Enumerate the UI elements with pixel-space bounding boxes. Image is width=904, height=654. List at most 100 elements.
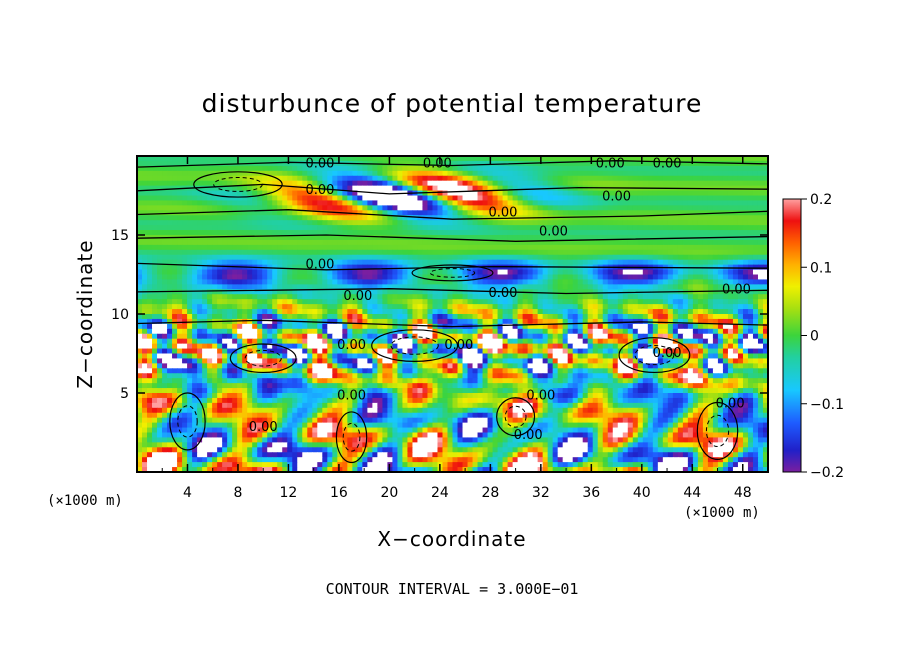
heatmap-cell (322, 289, 328, 295)
heatmap-cell (162, 195, 168, 202)
heatmap-cell (207, 225, 213, 231)
heatmap-cell (157, 309, 163, 315)
heatmap-cell (532, 205, 539, 211)
heatmap-cell (582, 279, 589, 285)
heatmap-cell (212, 279, 218, 285)
heatmap-cell (372, 254, 378, 261)
heatmap-cell (212, 289, 218, 295)
heatmap-cell (432, 284, 439, 290)
heatmap-cell (167, 314, 173, 320)
heatmap-cell (742, 318, 749, 325)
heatmap-cell (367, 185, 373, 192)
heatmap-cell (527, 249, 534, 256)
heatmap-cell (307, 249, 313, 256)
heatmap-cell (287, 348, 293, 355)
heatmap-cell (462, 309, 469, 315)
heatmap-cell (222, 249, 228, 256)
heatmap-cell (227, 254, 233, 261)
heatmap-cell (407, 314, 414, 320)
heatmap-cell (467, 160, 474, 167)
heatmap-cell (222, 269, 228, 276)
heatmap-cell (472, 348, 479, 355)
heatmap-cell (257, 215, 263, 221)
heatmap-cell (307, 160, 313, 167)
heatmap-cell (512, 284, 519, 290)
heatmap-cell (672, 225, 679, 231)
heatmap-cell (372, 244, 378, 251)
heatmap-cell (207, 314, 213, 320)
heatmap-cell (487, 185, 494, 192)
heatmap-cell (257, 328, 263, 335)
heatmap-cell (597, 215, 604, 221)
heatmap-cell (757, 210, 764, 216)
heatmap-cell (242, 195, 248, 202)
heatmap-cell (757, 294, 764, 300)
heatmap-cell (212, 323, 218, 330)
heatmap-cell (407, 175, 414, 182)
heatmap-cell (432, 180, 439, 187)
heatmap-cell (402, 210, 409, 216)
heatmap-cell (322, 180, 328, 187)
heatmap-cell (397, 160, 404, 167)
heatmap-cell (642, 215, 649, 221)
heatmap-cell (637, 239, 644, 246)
heatmap-cell (237, 299, 243, 305)
heatmap-cell (732, 200, 739, 206)
heatmap-cell (337, 274, 343, 281)
heatmap-cell (737, 220, 744, 226)
heatmap-cell (422, 225, 429, 231)
heatmap-cell (607, 175, 614, 182)
heatmap-cell (412, 274, 419, 281)
heatmap-cell (522, 235, 529, 241)
heatmap-cell (197, 284, 203, 290)
heatmap-cell (547, 318, 554, 325)
heatmap-cell (407, 200, 414, 206)
heatmap-cell (542, 200, 549, 206)
heatmap-cell (372, 318, 378, 325)
heatmap-cell (362, 244, 368, 251)
heatmap-cell (522, 314, 529, 320)
heatmap-cell (347, 304, 353, 310)
heatmap-cell (697, 314, 704, 320)
heatmap-cell (592, 180, 599, 187)
heatmap-cell (512, 185, 519, 192)
heatmap-cell (347, 284, 353, 290)
heatmap-cell (592, 220, 599, 226)
heatmap-cell (622, 160, 629, 167)
heatmap-cell (737, 195, 744, 202)
heatmap-cell (187, 215, 193, 221)
heatmap-cell (282, 175, 288, 182)
heatmap-cell (152, 205, 158, 211)
heatmap-cell (642, 343, 649, 350)
heatmap-cell (672, 244, 679, 251)
heatmap-cell (717, 205, 724, 211)
heatmap-cell (207, 338, 213, 345)
heatmap-cell (192, 170, 198, 177)
heatmap-cell (422, 254, 429, 261)
heatmap-cell (167, 190, 173, 197)
heatmap-cell (742, 338, 749, 345)
heatmap-cell (317, 195, 323, 202)
heatmap-cell (297, 185, 303, 192)
heatmap-cell (677, 304, 684, 310)
heatmap-cell (677, 309, 684, 315)
heatmap-cell (582, 328, 589, 335)
heatmap-cell (282, 244, 288, 251)
heatmap-cell (287, 239, 293, 246)
heatmap-cell (617, 239, 624, 246)
heatmap-cell (372, 165, 378, 172)
heatmap-cell (202, 348, 208, 355)
heatmap-cell (672, 304, 679, 310)
heatmap-cell (372, 274, 378, 281)
heatmap-cell (197, 230, 203, 236)
heatmap-cell (377, 195, 383, 202)
heatmap-cell (367, 175, 373, 182)
heatmap-cell (157, 314, 163, 320)
heatmap-cell (607, 170, 614, 177)
heatmap-cell (667, 175, 674, 182)
heatmap-cell (187, 328, 193, 335)
heatmap-cell (237, 220, 243, 226)
heatmap-cell (352, 215, 358, 221)
heatmap-cell (477, 343, 484, 350)
heatmap-cell (552, 200, 559, 206)
